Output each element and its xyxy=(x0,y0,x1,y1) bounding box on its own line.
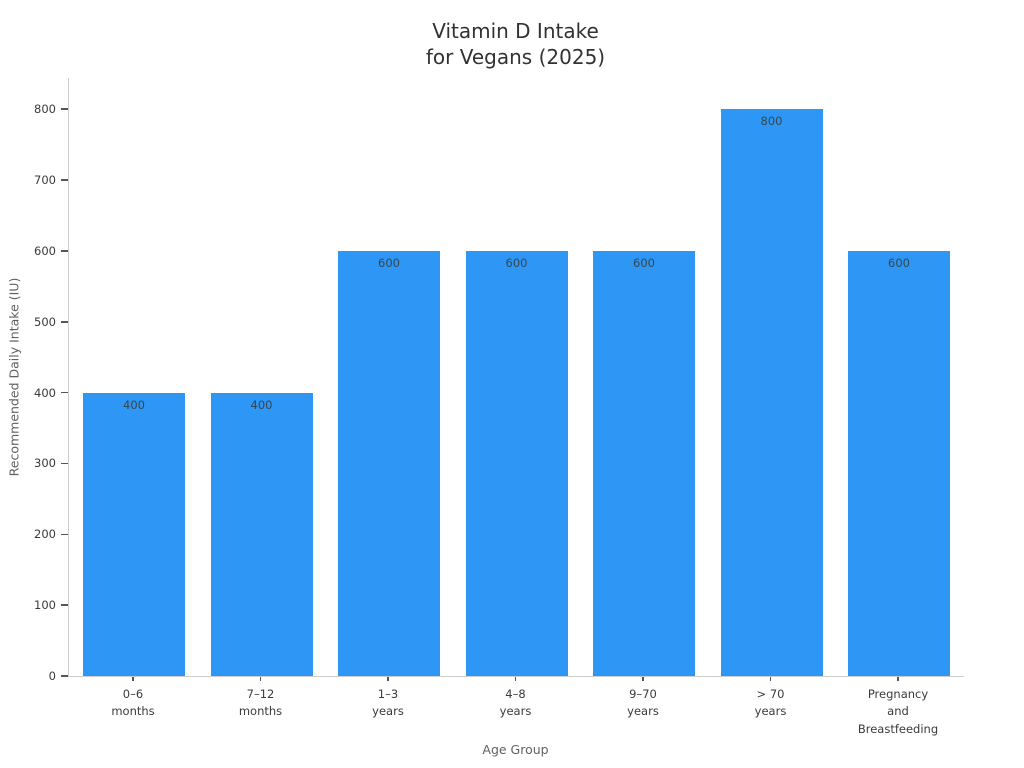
bar-slot: 600 xyxy=(338,78,440,676)
x-tick-label: 9–70 years xyxy=(627,687,659,719)
y-tick: 600 xyxy=(34,244,68,258)
y-tick: 700 xyxy=(34,173,68,187)
x-tick-label: 1–3 years xyxy=(372,687,404,719)
y-tick: 400 xyxy=(34,386,68,400)
y-tick-label: 0 xyxy=(48,669,56,683)
y-tick-mark xyxy=(61,533,68,536)
bar-value-label: 400 xyxy=(250,397,273,412)
y-tick-mark xyxy=(61,604,68,606)
bar-slot: 400 xyxy=(210,78,313,676)
x-tick-label: 4–8 years xyxy=(499,687,532,719)
x-tick: 1–3 years xyxy=(337,677,439,738)
y-tick-mark xyxy=(61,675,68,677)
bar-value-label: 600 xyxy=(888,255,910,270)
x-tick-mark xyxy=(769,677,772,681)
bar: 600 xyxy=(465,250,568,676)
y-tick-label: 500 xyxy=(34,314,56,329)
x-tick-label: > 70 years xyxy=(754,687,787,719)
y-tick-label: 300 xyxy=(34,456,56,471)
y-tick-mark xyxy=(61,250,68,252)
bar: 600 xyxy=(848,250,950,676)
y-tick: 300 xyxy=(34,456,68,470)
bar: 600 xyxy=(593,250,695,676)
y-tick: 800 xyxy=(34,102,68,116)
x-tick-mark xyxy=(897,677,899,681)
bar-slot: 400 xyxy=(83,78,185,676)
y-axis: 0 100 200 300 400 500 600 700 800 xyxy=(0,78,68,683)
y-tick-label: 700 xyxy=(34,173,56,188)
x-tick: 7–12 months xyxy=(210,677,312,738)
y-tick-mark xyxy=(61,391,68,394)
bar: 800 xyxy=(720,109,823,676)
x-axis-title: Age Group xyxy=(482,742,549,757)
bars: 400 400 600 600 600 800 600 xyxy=(69,78,964,676)
x-tick: 0–6 months xyxy=(82,677,184,738)
x-tick: 4–8 years xyxy=(465,677,567,738)
y-tick-mark xyxy=(61,179,68,181)
bar-value-label: 400 xyxy=(123,397,145,412)
y-tick-label: 800 xyxy=(34,102,56,117)
y-tick: 100 xyxy=(34,598,68,612)
y-tick-label: 200 xyxy=(34,527,56,542)
bar-value-label: 600 xyxy=(505,255,528,270)
chart-title: Vitamin D Intake for Vegans (2025) xyxy=(425,19,606,70)
bar: 600 xyxy=(338,250,440,676)
y-tick: 0 xyxy=(49,669,68,683)
x-tick: 9–70 years xyxy=(592,677,694,738)
y-tick-mark xyxy=(61,462,68,465)
bar-value-label: 800 xyxy=(760,114,783,129)
x-tick-mark xyxy=(132,677,134,681)
y-tick-label: 400 xyxy=(34,385,56,400)
x-tick-mark xyxy=(259,677,262,681)
x-tick-mark xyxy=(514,677,517,681)
y-tick-label: 600 xyxy=(34,243,56,258)
x-tick-label: 0–6 months xyxy=(111,687,155,719)
plot-area: 400 400 600 600 600 800 600 xyxy=(68,78,964,677)
x-tick-mark xyxy=(387,677,389,681)
y-tick: 500 xyxy=(34,315,68,329)
y-tick-label: 100 xyxy=(34,598,56,613)
bar-value-label: 600 xyxy=(633,255,655,270)
x-tick-label: Pregnancy and Breastfeeding xyxy=(857,687,939,736)
bar: 400 xyxy=(83,392,185,676)
bar-slot: 600 xyxy=(465,78,568,676)
x-tick: Pregnancy and Breastfeeding xyxy=(847,677,949,738)
x-tick: > 70 years xyxy=(720,677,822,738)
bar-slot: 600 xyxy=(848,78,950,676)
bar-slot: 600 xyxy=(593,78,695,676)
y-tick-mark xyxy=(61,108,68,110)
bar: 400 xyxy=(210,392,313,676)
y-tick: 200 xyxy=(34,527,68,541)
bar-slot: 800 xyxy=(720,78,823,676)
y-tick-mark xyxy=(61,321,68,323)
x-tick-label: 7–12 months xyxy=(238,687,283,719)
bar-value-label: 600 xyxy=(378,255,400,270)
x-tick-mark xyxy=(642,677,644,681)
x-tick-labels: 0–6 months 7–12 months 1–3 years 4–8 years 9… xyxy=(68,677,963,738)
